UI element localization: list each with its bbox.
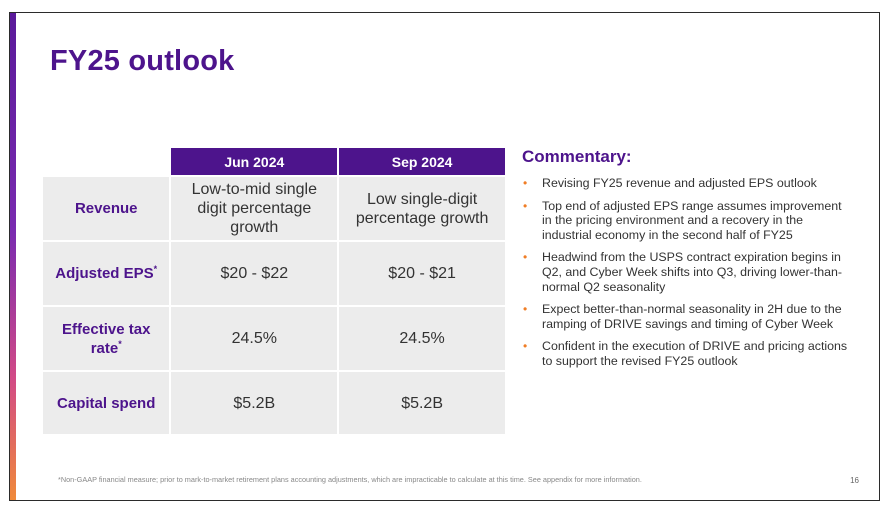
table-cell-jun: $5.2B xyxy=(171,372,338,434)
bullet-icon: • xyxy=(523,250,528,265)
row-label-sup: * xyxy=(118,338,122,349)
list-item: • Expect better-than-normal seasonality i… xyxy=(522,302,852,331)
commentary-list: • Revising FY25 revenue and adjusted EPS … xyxy=(522,176,852,369)
bullet-icon: • xyxy=(523,176,528,190)
table-cell-sep: $20 - $21 xyxy=(339,242,505,305)
outlook-table: Jun 2024 Sep 2024 Revenue Low-to-mid sin… xyxy=(41,146,507,436)
list-item-text: Confident in the execution of DRIVE and … xyxy=(542,339,848,368)
bullet-icon: • xyxy=(523,339,528,354)
table-cell-jun: Low-to-mid single digit percentage growt… xyxy=(171,177,338,240)
page-number: 16 xyxy=(850,476,859,485)
list-item-text: Top end of adjusted EPS range assumes im… xyxy=(542,198,842,242)
list-item: • Top end of adjusted EPS range assumes i… xyxy=(522,199,852,243)
column-header-jun: Jun 2024 xyxy=(171,148,338,175)
table-cell-jun: $20 - $22 xyxy=(171,242,338,305)
row-label: Effective tax rate* xyxy=(43,307,170,370)
table-row: Revenue Low-to-mid single digit percenta… xyxy=(43,177,505,240)
row-label-text: Revenue xyxy=(74,200,138,217)
table-cell-jun: 24.5% xyxy=(171,307,338,370)
bullet-icon: • xyxy=(523,302,528,317)
bullet-icon: • xyxy=(523,198,528,213)
table-row: Capital spend $5.2B $5.2B xyxy=(43,372,505,434)
list-item-text: Expect better-than-normal seasonality in… xyxy=(542,302,842,331)
row-label-text: Adjusted EPS xyxy=(55,265,154,282)
table-row: Effective tax rate* 24.5% 24.5% xyxy=(43,307,505,370)
row-label-sup: * xyxy=(153,264,158,274)
list-item: • Revising FY25 revenue and adjusted EPS … xyxy=(522,176,852,191)
table-cell-sep: $5.2B xyxy=(339,372,505,434)
commentary-heading: Commentary: xyxy=(522,147,632,166)
footnote: *Non-GAAP financial measure; prior to ma… xyxy=(58,475,642,484)
list-item: • Headwind from the USPS contract expirat… xyxy=(522,250,852,294)
commentary-panel: Commentary: • Revising FY25 revenue and a… xyxy=(522,147,852,377)
row-label-text: Capital spend xyxy=(57,394,156,412)
table-corner xyxy=(43,148,169,175)
row-label: Revenue xyxy=(43,177,170,240)
table-header-row: Jun 2024 Sep 2024 xyxy=(43,148,505,175)
list-item-text: Revising FY25 revenue and adjusted EPS o… xyxy=(542,176,817,190)
column-header-sep: Sep 2024 xyxy=(339,148,505,175)
list-item: • Confident in the execution of DRIVE and… xyxy=(522,339,852,368)
table-cell-sep: Low single-digit percentage growth xyxy=(339,177,505,240)
accent-bar xyxy=(10,13,16,500)
slide: FY25 outlook Jun 2024 Sep 2024 Revenue L… xyxy=(9,12,880,501)
list-item-text: Headwind from the USPS contract expirati… xyxy=(542,250,843,294)
page-title: FY25 outlook xyxy=(50,45,235,77)
table-cell-sep: 24.5% xyxy=(339,307,505,370)
row-label: Capital spend xyxy=(43,372,170,434)
row-label: Adjusted EPS* xyxy=(43,242,170,305)
table-row: Adjusted EPS* $20 - $22 $20 - $21 xyxy=(43,242,505,305)
row-label-text: Effective tax rate xyxy=(62,320,151,357)
